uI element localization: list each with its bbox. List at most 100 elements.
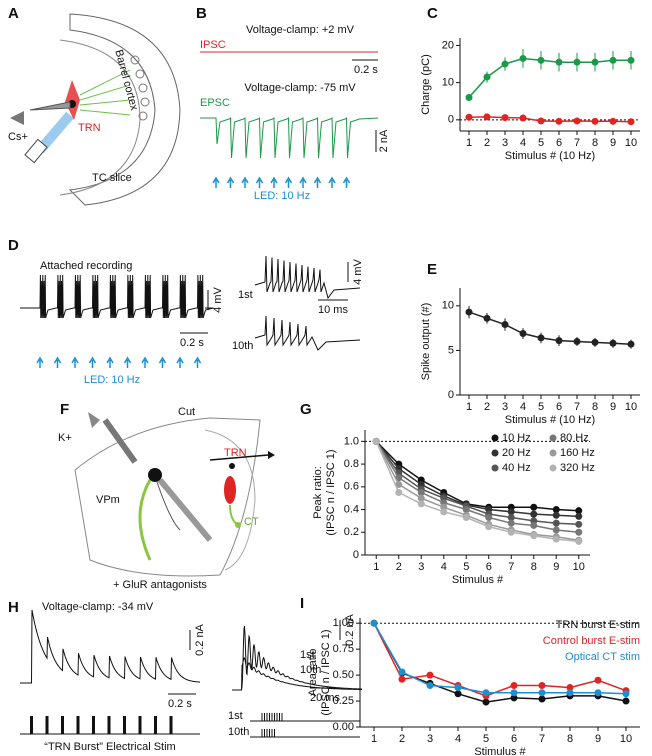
point [573,338,581,345]
point [566,684,574,692]
point [454,684,462,692]
x-tick-label: 6 [556,137,562,149]
point [395,481,403,489]
y-tick-label: 1.0 [344,435,359,447]
legend-label: 10 Hz [502,432,531,444]
point [591,58,599,66]
stim-arrow [176,356,184,368]
x-tick-label: 7 [539,733,545,745]
trace [20,274,214,319]
point [575,507,583,515]
stim-arrow [71,356,79,368]
point [575,537,583,545]
stim-arrow [88,356,97,368]
point [465,94,473,102]
x-tick-label: 9 [595,733,601,745]
point [555,337,563,345]
point [417,489,425,496]
panel-letter: C [427,5,438,22]
point [591,338,599,346]
legend-swatch [549,464,557,472]
point [483,113,491,121]
series-line [375,440,579,526]
point [537,117,545,125]
trace-label: EPSC [200,97,230,109]
panel-letter: E [427,261,437,278]
stim-bar [138,716,142,734]
y-tick-label: 0 [448,389,454,401]
trace-label: IPSC [200,39,226,51]
slice-diagram-a: Barrel cortex Cs+ TRN TC slice [8,13,181,206]
point [417,494,425,502]
x-tick-label: 2 [484,401,490,413]
series-line [375,441,579,541]
stim-arrow [255,176,264,188]
point [538,695,546,703]
point [609,56,617,64]
point [485,514,493,521]
stim-arrow [141,356,149,368]
point [370,619,378,627]
y-axis-title: Area ratio [307,649,319,697]
x-tick-label: 5 [463,561,469,573]
legend-label: TRN burst E-stim [556,619,640,631]
stim-arrow [241,176,249,188]
trace [232,657,362,691]
stim-arrow [313,176,322,188]
x-tick-label: 7 [574,401,580,413]
scale-label: 10 ms [318,304,348,316]
label: Barrel cortex [112,48,140,112]
y-tick-label: 10 [442,300,454,312]
point [398,675,406,683]
label: Cs+ [8,131,28,143]
legend-swatch [491,434,499,442]
point [519,329,527,337]
label: TRN [224,447,247,459]
point [501,60,509,68]
panel-letter: G [300,401,312,418]
point [426,681,434,689]
y-tick-label: 0.4 [344,503,359,515]
scale-label: 20 ms [310,692,340,704]
x-tick-label: 6 [486,561,492,573]
point [627,118,635,126]
point [575,520,583,528]
y-axis-title: Peak ratio: [312,466,324,519]
y-tick-label: 0.00 [333,721,354,733]
point [465,308,473,316]
stim-label: 1st [228,710,243,722]
x-tick-label: 3 [418,561,424,573]
x-tick-label: 3 [427,733,433,745]
series-line [375,440,579,518]
stim-arrow [284,176,293,188]
label: + GluR antagonists [113,579,207,591]
x-tick-label: 8 [592,137,598,149]
series-line [373,622,627,695]
x-tick-label: 5 [483,733,489,745]
x-tick-label: 9 [610,137,616,149]
stim-label: “TRN Burst” Electrical Stim [44,741,175,753]
legend-label: Optical CT stim [565,651,640,663]
x-tick-label: 7 [574,137,580,149]
label: VPm [96,494,120,506]
stim-arrow [328,176,336,188]
panel-letter: D [8,237,19,254]
y-tick-label: 20 [442,39,454,51]
panel-letter: I [300,595,304,612]
legend-swatch [549,434,557,442]
y-tick-label: 0 [353,549,359,561]
y-axis-title: (IPSC n / IPSC 1) [320,629,332,715]
label: Cut [178,406,195,418]
trace-title: Voltage-clamp: +2 mV [246,24,355,36]
point [510,689,518,697]
x-tick-label: 4 [441,561,447,573]
point [501,114,509,122]
stim-arrow [299,176,307,188]
point [440,508,448,516]
x-tick-label: 4 [520,137,526,149]
point [483,73,491,81]
point [465,113,473,121]
series-line [373,622,627,697]
series-line [468,57,631,98]
series-line [468,116,632,123]
